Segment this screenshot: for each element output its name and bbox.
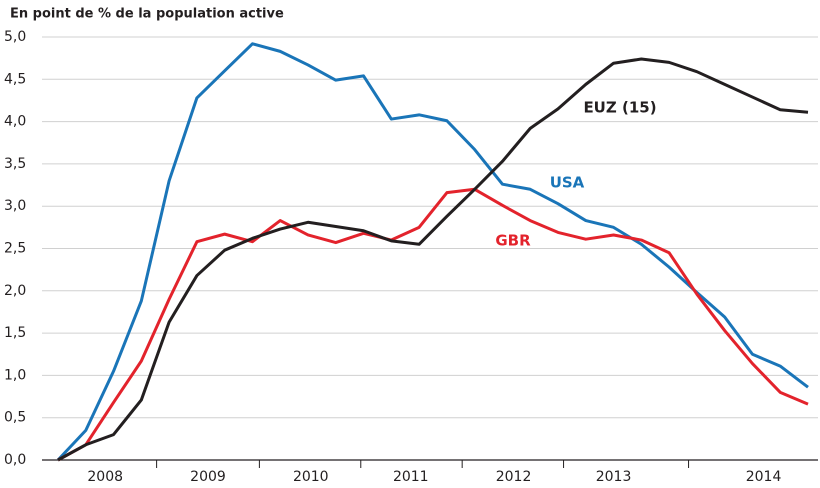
y-tick-label: 3,0 <box>4 198 26 214</box>
line <box>57 187 809 462</box>
line <box>57 57 809 462</box>
x-tick-label: 2014 <box>746 469 782 485</box>
series-label: EUZ (15) <box>583 99 656 117</box>
y-tick-label: 0,5 <box>4 410 26 426</box>
x-tick-label: 2011 <box>393 469 429 485</box>
chart-title: En point de % de la population active <box>10 7 284 22</box>
y-tick-label: 0,0 <box>4 452 26 468</box>
x-tick-label: 2013 <box>596 469 632 485</box>
x-tick-label: 2009 <box>190 469 226 485</box>
x-tick-label: 2010 <box>293 469 329 485</box>
series-label: USA <box>550 174 585 192</box>
y-tick-label: 5,0 <box>4 29 26 45</box>
y-tick-label: 2,0 <box>4 283 26 299</box>
line <box>56 42 809 462</box>
y-tick-label: 1,0 <box>4 367 26 383</box>
y-tick-label: 3,5 <box>4 156 26 172</box>
x-tick-label: 2012 <box>496 469 532 485</box>
y-tick-label: 2,5 <box>4 241 26 257</box>
x-tick-label: 2008 <box>87 469 123 485</box>
y-tick-label: 4,5 <box>4 71 26 87</box>
y-tick-label: 1,5 <box>4 325 26 341</box>
y-tick-label: 4,0 <box>4 114 26 130</box>
series-label: GBR <box>495 232 531 250</box>
